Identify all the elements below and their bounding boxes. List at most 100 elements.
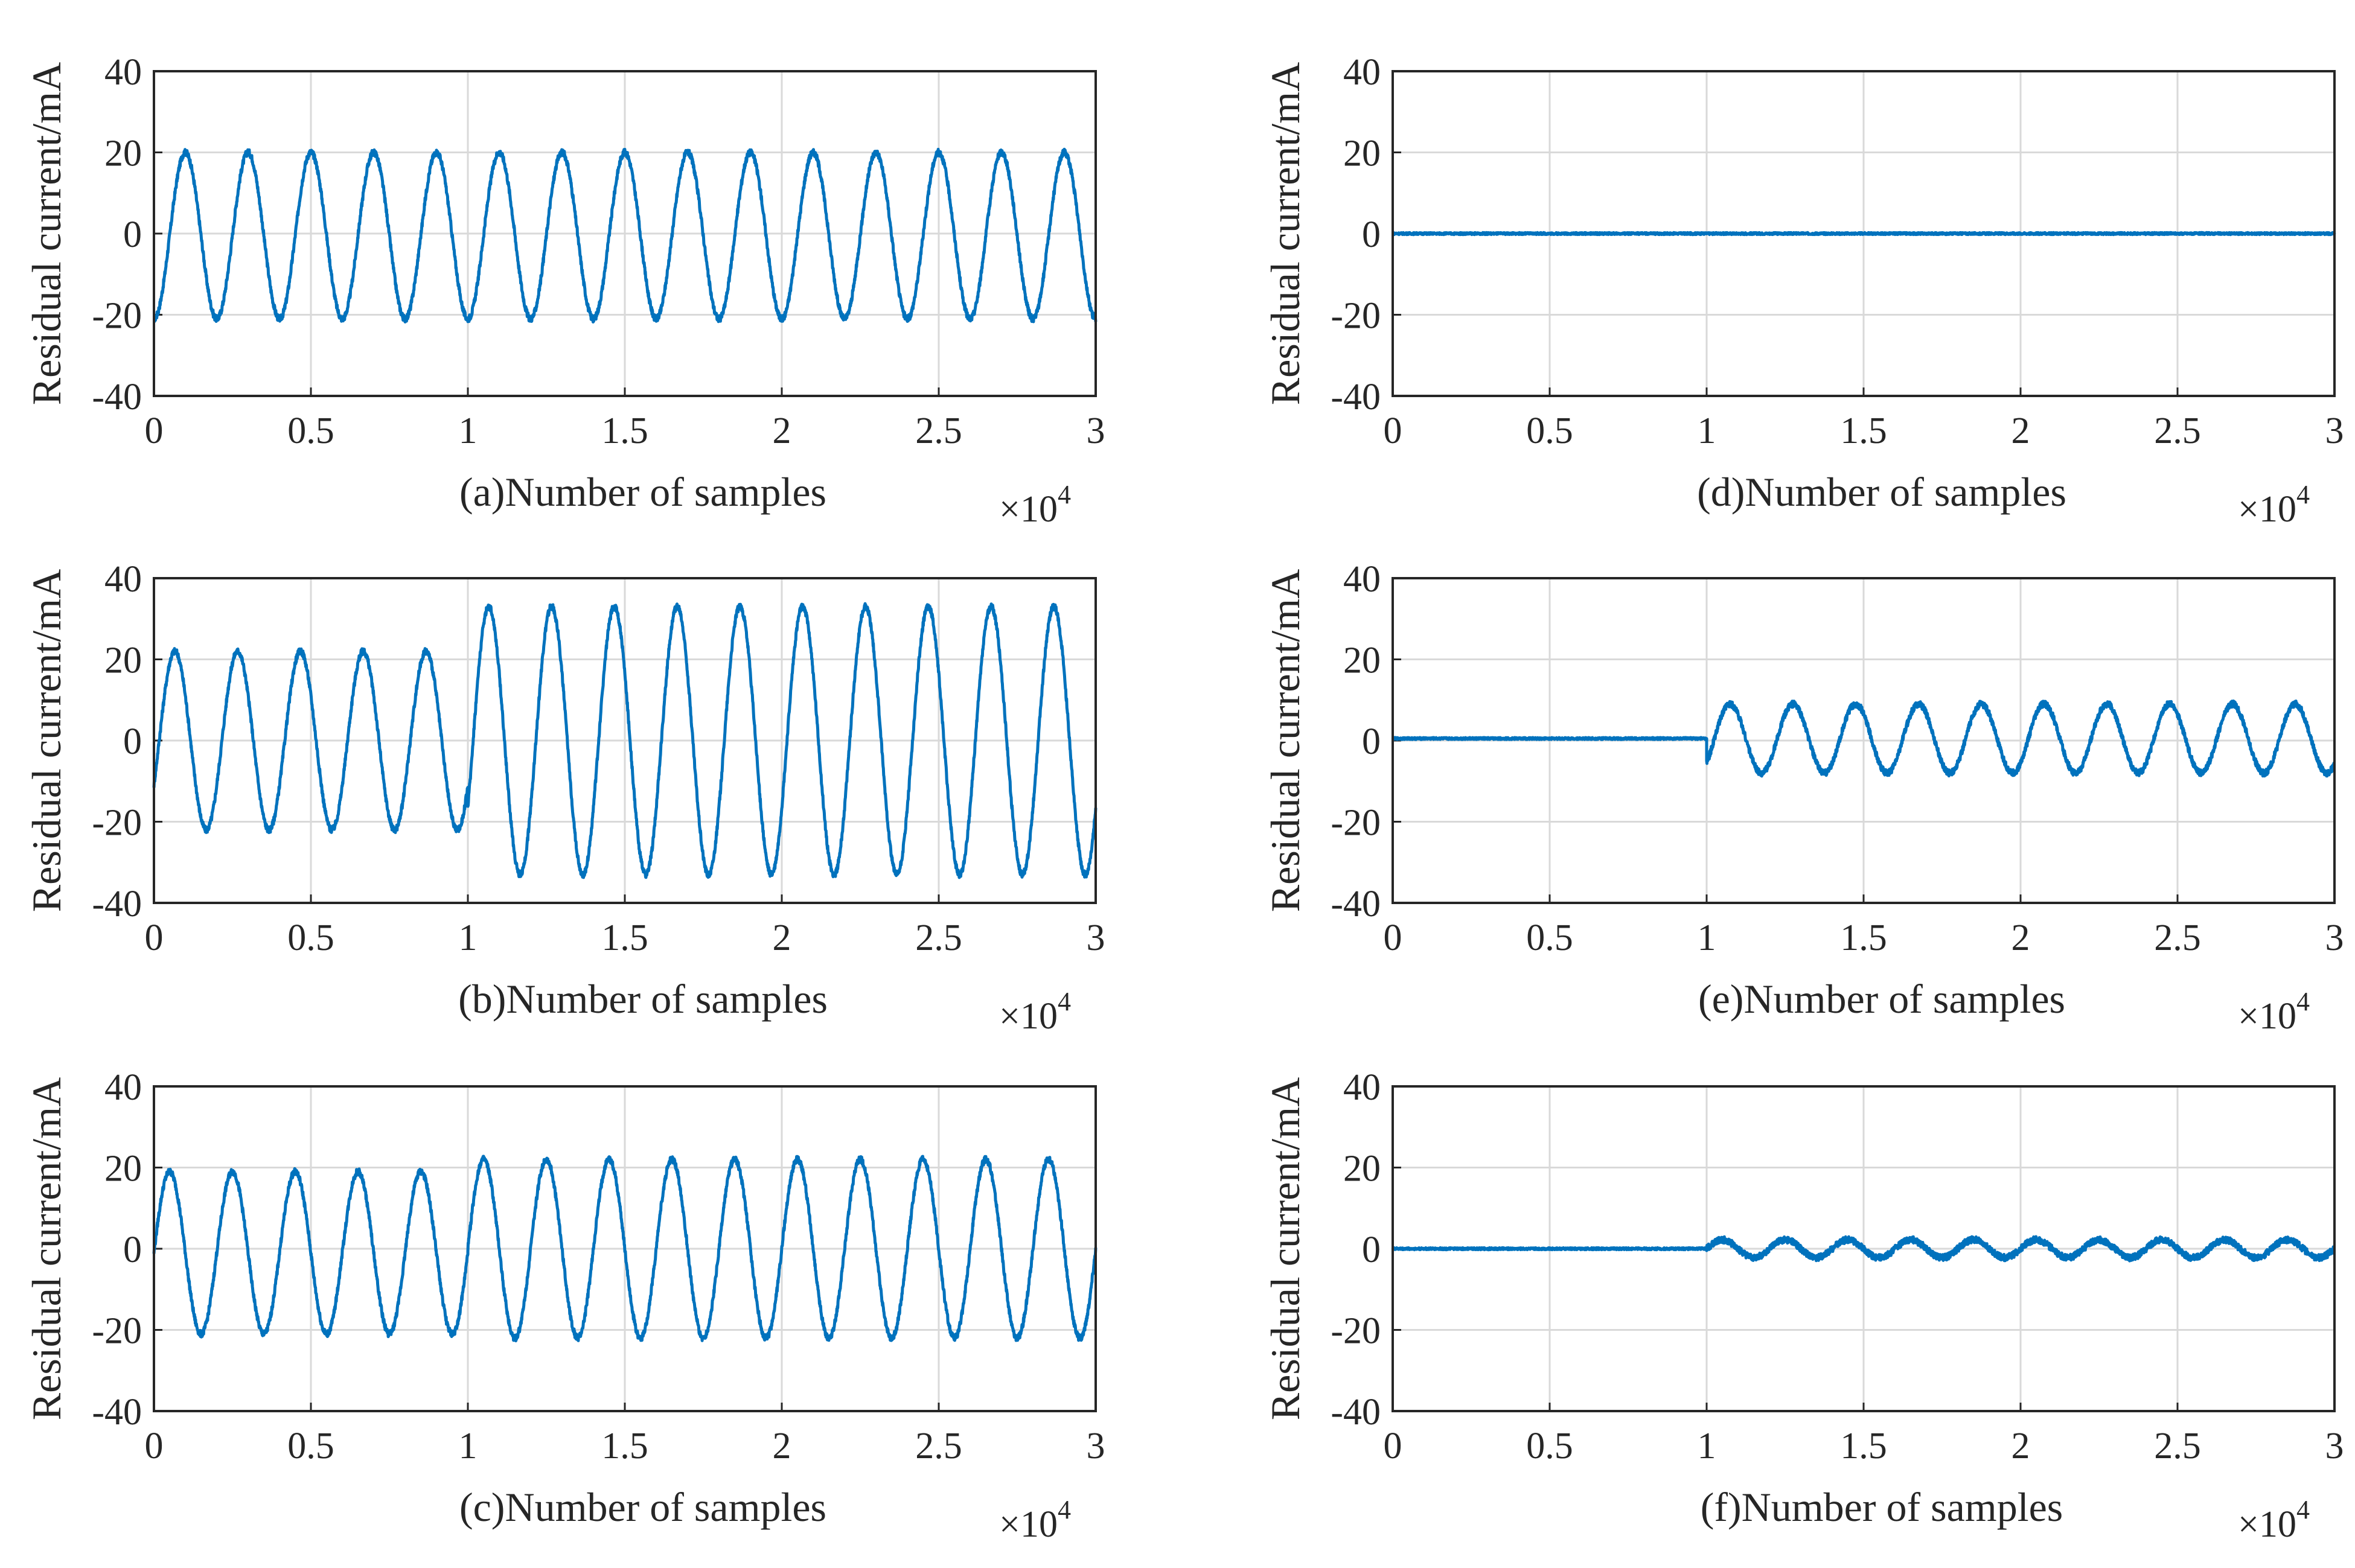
panel-a-x-tick-label: 3 <box>1087 410 1105 451</box>
panel-f-x-tick-label: 2.5 <box>2154 1426 2201 1467</box>
panel-c-x-tick-label: 1.5 <box>601 1426 648 1467</box>
panel-b-x-tick-label: 1 <box>459 917 478 958</box>
panel-c-series-line <box>152 1155 1098 1343</box>
panel-d-plot-frame <box>1392 70 2336 397</box>
multiplier-exponent: 4 <box>1058 1495 1071 1525</box>
panel-f-x-tick-label: 0.5 <box>1526 1426 1573 1467</box>
panel-c-x-multiplier: ×104 <box>999 1495 1071 1545</box>
panel-e-x-tick-label: 0 <box>1384 917 1402 958</box>
panel-e-y-tick-label: 0 <box>1362 721 1381 762</box>
panel-d-x-multiplier: ×104 <box>2238 480 2310 530</box>
panel-a-x-tick-label: 2 <box>773 410 791 451</box>
panel-b-series-line <box>152 602 1098 879</box>
panel-b-y-tick-label: -40 <box>92 884 142 925</box>
panel-d-x-axis-title: (d)Number of samples <box>1697 469 2066 515</box>
panel-f-y-axis-title: Residual current/mA <box>1262 1077 1308 1420</box>
panel-a-y-tick-label: 0 <box>123 214 142 255</box>
panel-f-x-tick-label: 2 <box>2011 1426 2030 1467</box>
panel-f-y-tick-label: -40 <box>1331 1392 1381 1433</box>
panel-d-x-tick-label: 2.5 <box>2154 410 2201 451</box>
panel-b-x-tick-label: 1.5 <box>601 917 648 958</box>
panel-a-x-tick-label: 2.5 <box>915 410 962 451</box>
panel-e-y-tick-label: 20 <box>1343 640 1381 681</box>
panel-d-x-tick-label: 1 <box>1698 410 1716 451</box>
multiplier-base: ×10 <box>999 489 1058 530</box>
panel-b-x-tick-label: 3 <box>1087 917 1105 958</box>
panel-b-y-tick-label: 0 <box>123 721 142 762</box>
panel-b-x-tick-label: 2 <box>773 917 791 958</box>
multiplier-base: ×10 <box>2238 996 2296 1037</box>
panel-e-y-tick-label: -40 <box>1331 884 1381 925</box>
panel-f-y-tick-label: 40 <box>1343 1067 1381 1108</box>
panel-a-y-tick-label: 40 <box>104 52 142 93</box>
panel-b-x-tick-label: 0 <box>145 917 164 958</box>
panel-a-series-line <box>153 147 1098 323</box>
panel-f-series-line <box>1391 1235 2336 1263</box>
panel-d-x-tick-label: 2 <box>2011 410 2030 451</box>
panel-f-x-tick-label: 0 <box>1384 1426 1402 1467</box>
panel-a-y-axis-title: Residual current/mA <box>24 62 69 405</box>
panel-d-y-tick-label: -40 <box>1331 377 1381 418</box>
panel-c: 0 0.5 1 1.5 2 2.5 3 40 20 0 -20 -40 (c)Number of sam… <box>24 1067 1105 1545</box>
panel-b-plot-frame <box>153 577 1097 904</box>
panel-a-y-tick-label: 20 <box>104 133 142 174</box>
multiplier-exponent: 4 <box>1058 987 1071 1016</box>
panel-c-x-tick-label: 3 <box>1087 1426 1105 1467</box>
panel-d: 0 0.5 1 1.5 2 2.5 3 40 20 0 -20 -40 (d)Number of sam… <box>1262 52 2344 530</box>
panel-c-x-axis-title: (c)Number of samples <box>459 1484 826 1530</box>
panel-c-y-tick-label: -40 <box>92 1392 142 1433</box>
panel-b-y-axis-title: Residual current/mA <box>24 569 69 912</box>
panel-c-x-tick-label: 2.5 <box>915 1426 962 1467</box>
panel-f-x-multiplier: ×104 <box>2238 1495 2310 1545</box>
panel-c-y-tick-label: 40 <box>104 1067 142 1108</box>
panel-f-x-axis-title: (f)Number of samples <box>1701 1484 2063 1530</box>
panel-b-x-axis-title: (b)Number of samples <box>458 976 828 1022</box>
panel-a-plot-frame <box>153 70 1097 397</box>
panel-e-series-line <box>1391 700 2336 778</box>
panel-f-x-tick-label: 1.5 <box>1840 1426 1887 1467</box>
panel-a-x-tick-label: 0.5 <box>287 410 334 451</box>
panel-a-x-tick-label: 1.5 <box>601 410 648 451</box>
panel-f-y-tick-label: 0 <box>1362 1229 1381 1270</box>
panel-d-y-axis-title: Residual current/mA <box>1262 62 1308 405</box>
panel-e-plot-frame <box>1392 577 2336 904</box>
panel-d-x-tick-label: 0 <box>1384 410 1402 451</box>
panel-c-y-tick-label: 20 <box>104 1149 142 1190</box>
panel-e-y-axis-title: Residual current/mA <box>1262 569 1308 912</box>
multiplier-base: ×10 <box>2238 489 2296 530</box>
panel-d-x-tick-label: 1.5 <box>1840 410 1887 451</box>
panel-f-x-tick-label: 3 <box>2325 1426 2344 1467</box>
panel-d-series-line <box>1392 231 2336 237</box>
multiplier-base: ×10 <box>2238 1504 2296 1545</box>
panel-e-x-tick-label: 1 <box>1698 917 1716 958</box>
panel-c-x-tick-label: 0 <box>145 1426 164 1467</box>
panel-b-x-tick-label: 0.5 <box>287 917 334 958</box>
panel-c-x-tick-label: 2 <box>773 1426 791 1467</box>
panel-c-x-tick-label: 1 <box>459 1426 478 1467</box>
panel-c-y-tick-label: -20 <box>92 1311 142 1352</box>
panel-c-x-tick-label: 0.5 <box>287 1426 334 1467</box>
panel-f-plot-frame <box>1392 1085 2336 1412</box>
panel-a-x-axis-title: (a)Number of samples <box>459 469 826 515</box>
panel-b-y-tick-label: 20 <box>104 640 142 681</box>
panel-d-y-tick-label: 0 <box>1362 214 1381 255</box>
panel-f-y-tick-label: -20 <box>1331 1311 1381 1352</box>
panel-c-y-axis-title: Residual current/mA <box>24 1077 69 1420</box>
panel-b: 0 0.5 1 1.5 2 2.5 3 40 20 0 -20 -40 (b)Number of sam… <box>24 559 1105 1037</box>
multiplier-exponent: 4 <box>2296 480 2310 509</box>
panel-e-x-tick-label: 3 <box>2325 917 2344 958</box>
panel-a-x-tick-label: 1 <box>459 410 478 451</box>
panel-f-y-tick-label: 20 <box>1343 1149 1381 1190</box>
panel-a-x-multiplier: ×104 <box>999 480 1071 530</box>
panel-e-y-tick-label: 40 <box>1343 559 1381 600</box>
panel-f: 0 0.5 1 1.5 2 2.5 3 40 20 0 -20 -40 (f)Number of sam… <box>1262 1067 2344 1545</box>
panel-e-x-tick-label: 1.5 <box>1840 917 1887 958</box>
multiplier-exponent: 4 <box>2296 987 2310 1016</box>
panel-a-y-tick-label: -20 <box>92 296 142 337</box>
panel-b-y-tick-label: 40 <box>104 559 142 600</box>
multiplier-base: ×10 <box>999 996 1058 1037</box>
panel-b-x-tick-label: 2.5 <box>915 917 962 958</box>
panel-d-x-tick-label: 3 <box>2325 410 2344 451</box>
panel-e-x-tick-label: 0.5 <box>1526 917 1573 958</box>
